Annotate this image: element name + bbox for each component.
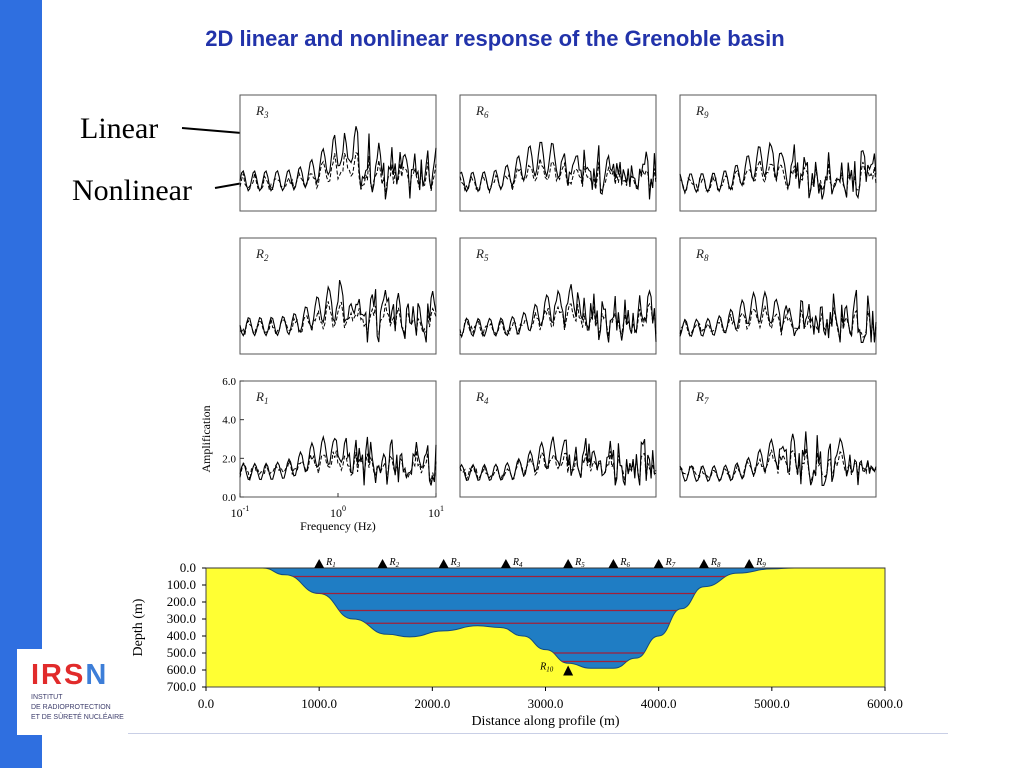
panel-label: R4	[475, 389, 489, 406]
distance-tick-label: 1000.0	[301, 696, 337, 711]
x-tick-label: 100	[330, 504, 346, 520]
y-tick-label: 6.0	[222, 376, 236, 388]
station-label: R8	[710, 557, 721, 569]
logo-word-main: IRS	[31, 659, 86, 691]
distance-tick-label: 5000.0	[754, 696, 790, 711]
logo-wordmark: IRSN	[31, 659, 108, 692]
panel-label: R1	[255, 389, 268, 406]
panel-frame	[239, 94, 437, 212]
panel-label: R8	[695, 246, 709, 263]
depth-tick-label: 100.0	[167, 577, 196, 592]
linear-series-line	[679, 141, 877, 200]
y-tick-label: 4.0	[222, 415, 236, 427]
x-tick-label: 101	[428, 504, 444, 520]
x-axis-label: Frequency (Hz)	[300, 519, 376, 533]
nonlinear-series-line	[239, 152, 437, 197]
linear-series-line	[239, 434, 437, 486]
spectrum-panel-r7: R7	[679, 380, 877, 498]
nonlinear-series-line	[239, 450, 437, 484]
linear-series-line	[459, 284, 657, 343]
station-marker	[608, 559, 619, 568]
y-axis-label: Amplification	[199, 405, 213, 472]
station-label: R3	[450, 557, 461, 569]
station-marker	[500, 559, 511, 568]
station-marker	[744, 559, 755, 568]
panel-label: R7	[695, 389, 709, 406]
nonlinear-series-line	[679, 305, 877, 341]
left-accent-bar	[0, 0, 42, 768]
station-label: R7	[665, 557, 676, 569]
station-label: R4	[512, 557, 523, 569]
nonlinear-series-line	[459, 158, 657, 195]
spectrum-panel-r9: R9	[679, 94, 877, 212]
station-marker	[563, 559, 574, 568]
spectrum-panel-r2: R2	[239, 237, 437, 355]
panel-label: R2	[255, 246, 269, 263]
spectrum-panel-r5: R5	[459, 237, 657, 355]
depth-tick-label: 700.0	[167, 679, 196, 694]
panel-frame	[459, 237, 657, 355]
logo-subtitle: INSTITUT DE RADIOPROTECTION ET DE SÛRETÉ N…	[31, 693, 124, 723]
slide-title: 2D linear and nonlinear response of the …	[205, 26, 785, 51]
station-label: R1	[325, 557, 336, 569]
spectrum-panel-r4: R4	[459, 380, 657, 498]
panel-label: R5	[475, 246, 489, 263]
station-label: R6	[619, 557, 630, 569]
footer-divider	[128, 733, 948, 734]
panel-frame	[679, 94, 877, 212]
logo-word-accent: N	[85, 659, 109, 691]
y-tick-label: 2.0	[222, 453, 236, 465]
spectrum-panel-r8: R8	[679, 237, 877, 355]
spectrum-panel-r3: R3	[239, 94, 437, 212]
linear-series-line	[459, 436, 657, 486]
legend-linear-label: Linear	[80, 112, 159, 145]
depth-tick-label: 200.0	[167, 594, 196, 609]
nonlinear-series-line	[459, 302, 657, 339]
nonlinear-series-line	[459, 451, 657, 483]
panel-label: R9	[695, 103, 709, 120]
nonlinear-series-line	[239, 301, 437, 337]
panel-label: R3	[255, 103, 269, 120]
distance-axis-label: Distance along profile (m)	[471, 714, 619, 729]
station-label: R5	[574, 557, 585, 569]
panel-frame	[459, 94, 657, 212]
buried-station-marker	[563, 665, 574, 676]
spectrum-panel-r1: R1 0.0 2.0 4.0 6.0 10-1 100 101 Frequency (Hz) Am…	[199, 376, 444, 533]
distance-tick-label: 0.0	[198, 696, 214, 711]
y-tick-label: 0.0	[222, 492, 236, 504]
distance-tick-label: 3000.0	[528, 696, 564, 711]
depth-tick-label: 0.0	[180, 560, 196, 575]
legend-nonlinear-label: Nonlinear	[72, 174, 192, 207]
distance-tick-label: 6000.0	[867, 696, 903, 711]
station-label: R9	[755, 557, 766, 569]
logo-sub-line: ET DE SÛRETÉ NUCLÉAIRE	[31, 714, 124, 721]
linear-series-line	[459, 141, 657, 200]
depth-axis-label: Depth (m)	[131, 598, 146, 656]
nonlinear-series-line	[679, 158, 877, 197]
nonlinear-series-line	[679, 448, 877, 483]
station-marker	[698, 559, 709, 568]
spectrum-panel-r6: R6	[459, 94, 657, 212]
station-marker	[377, 559, 388, 568]
depth-tick-label: 500.0	[167, 645, 196, 660]
logo-sub-line: DE RADIOPROTECTION	[31, 704, 111, 711]
distance-tick-label: 2000.0	[414, 696, 450, 711]
station-marker	[653, 559, 664, 568]
x-tick-label: 10-1	[231, 504, 250, 520]
distance-tick-label: 4000.0	[641, 696, 677, 711]
depth-tick-label: 300.0	[167, 611, 196, 626]
depth-tick-label: 600.0	[167, 662, 196, 677]
linear-series-line	[239, 279, 437, 343]
buried-station-label: R10	[539, 662, 554, 674]
station-marker	[438, 559, 449, 568]
depth-tick-label: 400.0	[167, 628, 196, 643]
station-label: R2	[389, 557, 400, 569]
panel-label: R6	[475, 103, 489, 120]
panel-frame	[679, 380, 877, 498]
irsn-logo: IRSN INSTITUT DE RADIOPROTECTION ET DE SÛR…	[17, 649, 125, 735]
logo-sub-line: INSTITUT	[31, 694, 63, 701]
station-marker	[314, 559, 325, 568]
